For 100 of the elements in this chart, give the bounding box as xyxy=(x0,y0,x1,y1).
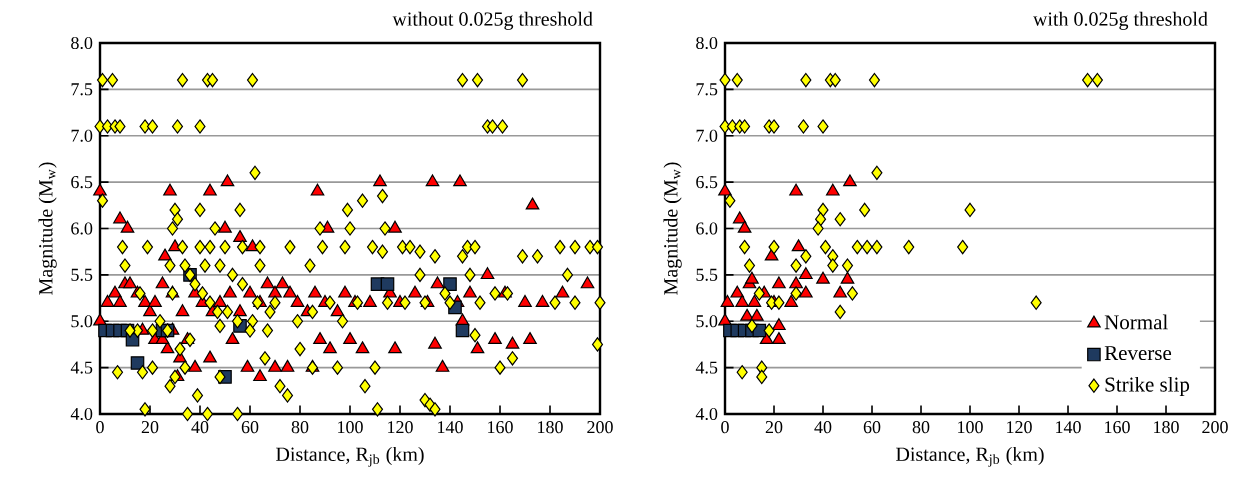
x-tick-label: 40 xyxy=(814,421,832,434)
point xyxy=(825,183,840,196)
point xyxy=(861,239,873,255)
point xyxy=(768,239,780,255)
point xyxy=(871,239,883,255)
point xyxy=(790,286,802,301)
point xyxy=(841,258,854,273)
x-tick-label: 20 xyxy=(765,421,783,434)
point xyxy=(1030,295,1042,310)
y-tick-label: 7.0 xyxy=(71,129,93,142)
point xyxy=(753,286,765,301)
point xyxy=(443,277,457,291)
point xyxy=(871,165,883,181)
point xyxy=(903,239,915,255)
point xyxy=(815,212,827,227)
point xyxy=(763,323,775,338)
chart-title: with 0.025g threshold xyxy=(1032,11,1208,30)
y-axis-title: Magnitude (M$_{w}$) xyxy=(663,162,682,295)
x-tick-label: 80 xyxy=(291,421,309,434)
point xyxy=(731,72,743,88)
point xyxy=(130,356,145,370)
point xyxy=(746,318,758,334)
point xyxy=(789,276,803,289)
point xyxy=(812,221,824,236)
point xyxy=(736,365,748,380)
point xyxy=(797,119,809,134)
point xyxy=(455,323,470,338)
x-tick-label: 100 xyxy=(958,421,983,434)
x-tick-label: 140 xyxy=(1056,421,1081,434)
y-tick-label: 5.5 xyxy=(696,268,718,281)
x-axis-title: Distance, R$_{jb}$ (km) xyxy=(896,446,1044,467)
y-tick-label: 4.0 xyxy=(695,407,718,421)
point xyxy=(834,212,846,227)
point xyxy=(791,239,806,252)
point xyxy=(840,271,855,284)
x-tick-label: 120 xyxy=(1007,421,1032,434)
point xyxy=(740,308,754,321)
x-tick-label: 200 xyxy=(1202,421,1228,434)
x-tick-label: 0 xyxy=(721,421,729,434)
x-axis-title: Distance, R$_{jb}$ (km) xyxy=(276,446,424,467)
point xyxy=(846,286,858,301)
point xyxy=(816,271,830,284)
point xyxy=(800,249,812,264)
x-tick-label: 80 xyxy=(912,421,930,434)
y-tick-label: 4.5 xyxy=(695,361,718,374)
legend-label: Reverse xyxy=(1104,346,1172,361)
point xyxy=(868,72,881,88)
point xyxy=(799,285,813,298)
x-tick-label: 0 xyxy=(96,421,104,434)
y-axis-title: Magnitude (M$_{w}$) xyxy=(38,162,57,295)
x-tick-label: 100 xyxy=(338,421,363,434)
point xyxy=(772,318,786,331)
point xyxy=(800,72,812,88)
y-tick-label: 6.5 xyxy=(696,176,718,189)
point xyxy=(772,276,786,289)
x-tick-label: 180 xyxy=(1154,421,1179,434)
x-tick-label: 140 xyxy=(438,421,463,434)
point xyxy=(772,332,786,344)
y-tick-label: 8.0 xyxy=(696,36,718,50)
point xyxy=(764,248,779,261)
point xyxy=(735,294,749,307)
point xyxy=(833,285,847,298)
point xyxy=(730,285,745,298)
point xyxy=(859,202,871,218)
point xyxy=(747,294,762,307)
point xyxy=(1091,72,1103,88)
y-tick-label: 6.0 xyxy=(71,222,93,235)
point xyxy=(829,72,841,88)
point xyxy=(843,174,857,187)
point xyxy=(737,220,752,233)
point xyxy=(799,267,813,280)
point xyxy=(773,295,785,310)
point xyxy=(718,183,732,196)
point xyxy=(790,258,802,273)
point xyxy=(819,239,832,255)
point xyxy=(1082,72,1094,88)
x-tick-label: 60 xyxy=(241,421,259,434)
point xyxy=(380,277,395,291)
point xyxy=(745,271,759,284)
point xyxy=(756,369,768,385)
point xyxy=(851,239,863,255)
x-tick-label: 120 xyxy=(388,421,413,434)
point xyxy=(964,202,976,218)
y-tick-label: 6.5 xyxy=(71,176,93,189)
legend-label: Normal xyxy=(1104,314,1168,330)
point xyxy=(739,239,751,255)
point xyxy=(743,258,756,273)
y-tick-label: 4.5 xyxy=(70,361,93,374)
y-tick-label: 8.0 xyxy=(71,36,93,50)
point xyxy=(719,72,731,88)
y-tick-label: 7.5 xyxy=(71,83,93,96)
x-tick-label: 20 xyxy=(141,421,159,434)
point xyxy=(768,119,780,134)
chart-title: without 0.025g threshold xyxy=(392,11,593,30)
y-tick-label: 6.0 xyxy=(696,222,718,235)
x-tick-label: 40 xyxy=(191,421,209,434)
x-tick-label: 180 xyxy=(538,421,563,434)
point xyxy=(720,294,735,307)
y-tick-label: 5.0 xyxy=(696,315,718,328)
point xyxy=(957,239,969,255)
